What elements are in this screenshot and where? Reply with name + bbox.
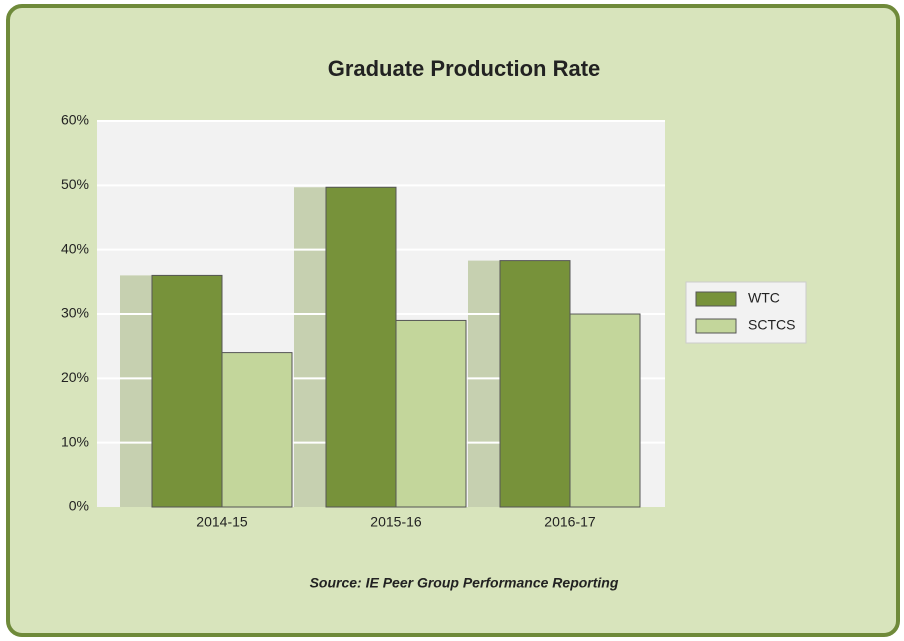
x-tick-label: 2014-15 xyxy=(196,514,248,530)
bar xyxy=(569,313,641,508)
legend-box xyxy=(685,281,807,344)
bar-shadow xyxy=(294,187,326,507)
chart-title: Graduate Production Rate xyxy=(328,56,601,81)
x-tick-label: 2015-16 xyxy=(370,514,422,530)
y-tick-label: 30% xyxy=(61,305,89,321)
legend-swatch xyxy=(695,291,737,307)
y-tick-label: 20% xyxy=(61,369,89,385)
legend-label: WTC xyxy=(748,290,780,306)
bar xyxy=(221,352,293,508)
bar xyxy=(151,274,223,508)
bar xyxy=(325,186,397,508)
y-tick-label: 0% xyxy=(69,498,89,514)
y-tick-label: 10% xyxy=(61,433,89,449)
y-tick-label: 50% xyxy=(61,176,89,192)
x-tick-label: 2016-17 xyxy=(544,514,596,530)
bar xyxy=(395,319,467,508)
source-note: Source: IE Peer Group Performance Report… xyxy=(310,575,619,591)
bar-shadow xyxy=(120,275,152,507)
y-tick-label: 60% xyxy=(61,112,89,128)
y-tick-label: 40% xyxy=(61,240,89,256)
bar xyxy=(499,260,571,508)
bar-shadow xyxy=(468,260,500,507)
legend-swatch xyxy=(695,318,737,334)
legend-label: SCTCS xyxy=(748,317,795,333)
